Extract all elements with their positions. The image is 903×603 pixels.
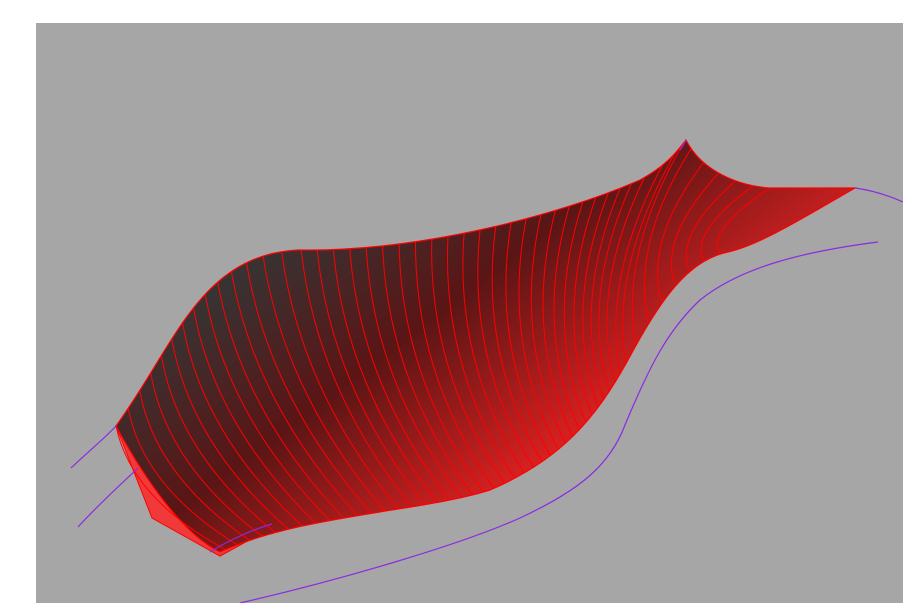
ruling-line	[431, 239, 505, 484]
ruling-line	[631, 143, 684, 346]
guide-curve-lower-left	[77, 467, 139, 528]
ruling-line	[262, 256, 386, 512]
ruling-line	[606, 177, 645, 383]
ruling-line	[171, 338, 289, 530]
ruling-line	[217, 282, 344, 519]
ruling-line	[332, 249, 438, 503]
ruling-line	[477, 229, 534, 468]
ruling-line	[462, 233, 525, 474]
ruling-line	[204, 294, 331, 521]
guide-curve-far	[209, 523, 273, 553]
ruling-line	[382, 245, 474, 496]
ruling-line	[518, 218, 559, 450]
ruling-line	[542, 210, 574, 437]
ruling-line	[657, 162, 704, 303]
ruling-line	[115, 425, 226, 551]
ruling-line	[716, 187, 771, 255]
ruling-line	[365, 247, 462, 498]
ruling-line	[398, 243, 484, 493]
ruling-line	[615, 165, 663, 374]
ruling-line	[193, 308, 317, 524]
ruling-line	[281, 251, 399, 510]
ruling-line	[598, 183, 632, 392]
ruling-line	[349, 248, 451, 501]
ruling-line	[139, 390, 250, 541]
ruling-line	[622, 153, 675, 365]
ruling-line	[246, 262, 372, 514]
ruling-line	[700, 185, 754, 262]
ruling-line	[127, 408, 238, 546]
guide-curve-outer	[239, 241, 879, 603]
3d-viewport[interactable]	[36, 23, 903, 603]
ruling-line	[491, 226, 543, 462]
ruling-line	[573, 197, 597, 416]
ruling-line	[553, 206, 580, 430]
ruling-line	[150, 372, 263, 537]
ruling-line	[182, 322, 303, 527]
guide-curve-top-peak	[679, 139, 687, 151]
ruling-line	[447, 236, 516, 479]
ruling-line	[530, 214, 566, 444]
ruling-line	[590, 188, 621, 400]
ruling-line	[670, 172, 720, 286]
ruling-line	[414, 241, 495, 489]
guide-curve-top-right	[854, 187, 903, 203]
swept-surface-render	[36, 23, 903, 603]
ruling-line	[316, 249, 426, 505]
ruling-line	[563, 201, 587, 423]
surface-ruling-lines	[115, 143, 771, 551]
ruling-line	[230, 271, 358, 516]
ruling-line	[582, 192, 609, 408]
ruling-line	[685, 180, 737, 272]
ruling-line	[644, 148, 692, 324]
ruling-line	[300, 249, 413, 508]
guide-curve-upper-left	[70, 425, 117, 469]
ruling-line	[160, 355, 276, 533]
ruling-line	[505, 222, 551, 457]
